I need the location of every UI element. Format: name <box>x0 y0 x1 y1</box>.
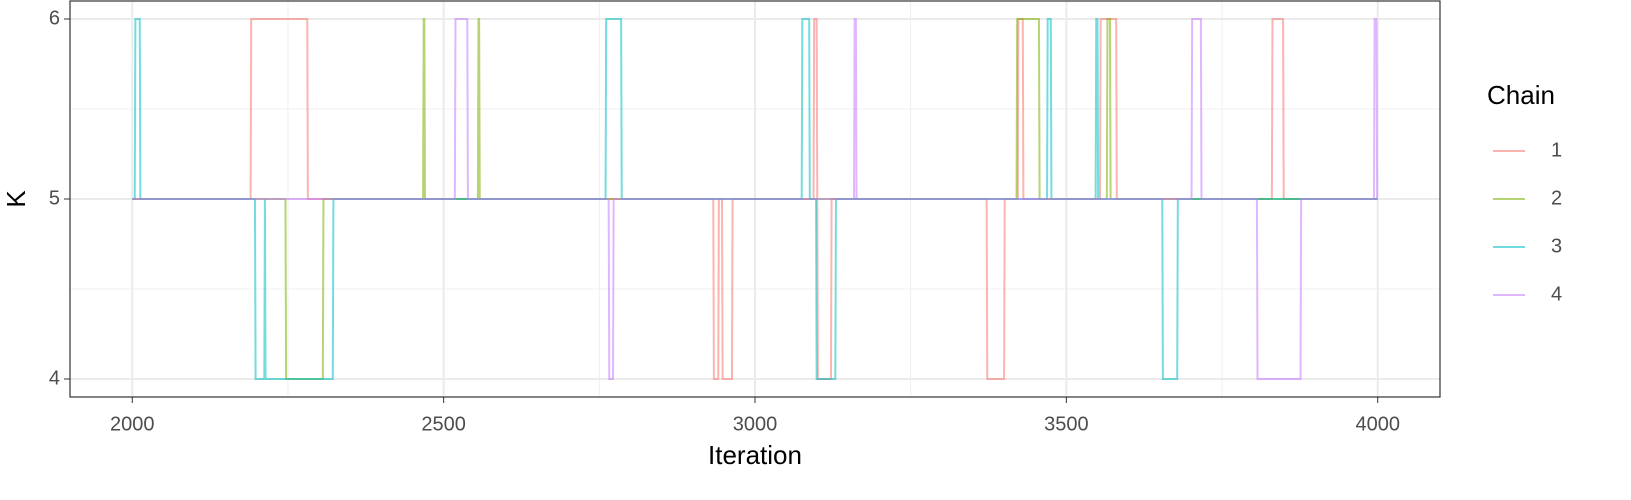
x-tick-label: 3500 <box>1044 413 1089 435</box>
legend-label: 3 <box>1551 235 1562 257</box>
y-tick-label: 4 <box>49 367 60 389</box>
x-axis-label: Iteration <box>708 440 802 470</box>
y-axis-label: K <box>1 190 31 208</box>
y-tick-label: 5 <box>49 187 60 209</box>
x-tick-label: 4000 <box>1355 413 1400 435</box>
y-tick-label: 6 <box>49 7 60 29</box>
series-line <box>132 18 1379 380</box>
x-tick-label: 3000 <box>733 413 778 435</box>
series-line <box>132 18 1378 380</box>
x-tick-label: 2000 <box>110 413 155 435</box>
legend-label: 1 <box>1551 139 1562 161</box>
panel-border <box>69 0 1441 398</box>
legend-label: 4 <box>1551 283 1562 305</box>
legend-title: Chain <box>1487 80 1555 110</box>
x-tick-label: 2500 <box>421 413 466 435</box>
legend-label: 2 <box>1551 187 1562 209</box>
series-line <box>132 18 1378 380</box>
